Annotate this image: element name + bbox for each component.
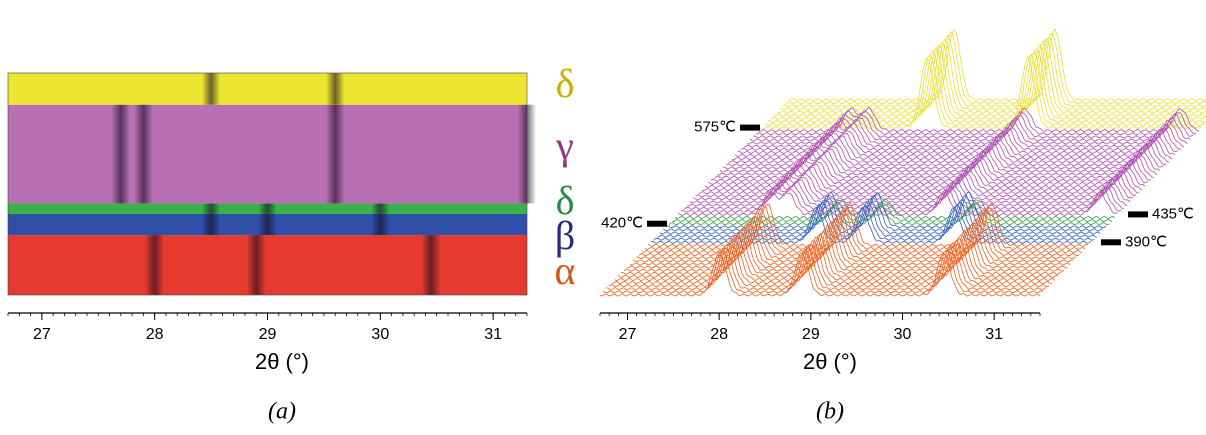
pattern-curve xyxy=(626,223,1068,269)
phase-band xyxy=(8,104,527,204)
x-axis-label: 2θ (°) xyxy=(803,349,857,374)
x-axis-label: 2θ (°) xyxy=(255,349,309,374)
caption: (b) xyxy=(816,399,844,425)
pattern-curve xyxy=(728,137,1170,164)
peak-streak xyxy=(247,235,266,295)
peak-streak xyxy=(258,203,277,214)
pattern-curve xyxy=(687,181,1128,207)
x-tick-label: 30 xyxy=(371,326,389,343)
map-frame xyxy=(7,72,528,296)
caption: (a) xyxy=(268,399,296,425)
peak-streak xyxy=(371,203,390,214)
phase-label: β xyxy=(555,213,575,258)
pattern-curve xyxy=(614,236,1056,282)
peak-streak xyxy=(258,213,277,236)
peak-streak xyxy=(145,235,164,295)
pattern-curve xyxy=(611,238,1053,285)
pattern-curve xyxy=(671,201,1113,223)
peak-streak xyxy=(371,213,390,236)
pattern-curve xyxy=(761,55,1203,130)
pattern-curve xyxy=(713,153,1155,179)
pattern-curve xyxy=(719,147,1161,173)
peak-streak xyxy=(422,235,441,295)
pattern-curve xyxy=(629,220,1071,266)
x-tick-label: 31 xyxy=(484,326,502,343)
pattern-curve xyxy=(677,190,1119,217)
pattern-curve xyxy=(755,109,1197,136)
pattern-curve xyxy=(773,44,1206,117)
pattern-curve xyxy=(770,46,1206,120)
pattern-curve xyxy=(776,39,1206,114)
temperature-marker xyxy=(1101,239,1121,246)
peak-streak xyxy=(326,73,345,105)
pattern-curve xyxy=(782,34,1206,108)
pattern-curve xyxy=(725,140,1167,167)
pattern-curve xyxy=(599,251,1041,297)
pattern-curve xyxy=(743,122,1185,148)
pattern-curve xyxy=(749,116,1191,142)
pattern-curve xyxy=(623,227,1065,272)
x-tick-label: 31 xyxy=(985,326,1003,343)
temperature-label: 420℃ xyxy=(601,215,643,232)
pattern-curve xyxy=(621,229,1062,275)
peak-streak xyxy=(202,213,221,236)
phase-band xyxy=(8,235,527,295)
x-tick-label: 27 xyxy=(619,326,637,343)
temperature-label: 575℃ xyxy=(694,119,736,136)
pattern-curve xyxy=(650,206,1092,244)
phase-band xyxy=(8,73,527,105)
pattern-curve xyxy=(758,106,1200,133)
temperature-marker xyxy=(1128,211,1148,218)
pattern-curve xyxy=(710,156,1152,182)
pattern-curve xyxy=(659,198,1101,235)
temperature-label: 390℃ xyxy=(1125,233,1167,250)
pattern-curve xyxy=(617,232,1059,279)
pattern-curve xyxy=(785,30,1206,105)
x-tick-label: 28 xyxy=(710,326,728,343)
phase-label: α xyxy=(555,248,576,293)
pattern-curve xyxy=(605,245,1047,291)
temperature-marker xyxy=(740,124,760,131)
peak-streak xyxy=(202,73,221,105)
pattern-curve xyxy=(680,187,1122,213)
pattern-curve xyxy=(764,53,1206,127)
pattern-curve xyxy=(740,125,1182,151)
pattern-curve xyxy=(653,203,1095,241)
pattern-curve xyxy=(734,131,1176,158)
pattern-curve xyxy=(674,198,1116,220)
peak-streak xyxy=(111,104,130,204)
peak-streak xyxy=(202,203,221,214)
pattern-curve xyxy=(788,28,1206,102)
pattern-curve xyxy=(656,201,1098,238)
peak-streak xyxy=(134,104,153,204)
temperature-label: 435℃ xyxy=(1152,205,1194,222)
x-tick-label: 27 xyxy=(33,326,51,343)
phase-label: δ xyxy=(556,61,575,106)
pattern-curve xyxy=(608,242,1050,288)
x-tick-label: 28 xyxy=(146,326,164,343)
pattern-curve xyxy=(647,201,1088,248)
pattern-curve xyxy=(695,172,1137,198)
pattern-curve xyxy=(698,168,1140,195)
pattern-curve xyxy=(662,194,1104,232)
curves xyxy=(599,28,1206,297)
x-tick-label: 29 xyxy=(259,326,277,343)
pattern-curve xyxy=(632,217,1074,263)
pattern-curve xyxy=(668,204,1110,226)
pattern-curve xyxy=(665,191,1107,229)
peak-streak xyxy=(326,104,345,204)
phase-label: γ xyxy=(555,123,574,168)
pattern-curve xyxy=(602,248,1044,294)
temperature-marker xyxy=(647,220,667,227)
x-tick-label: 30 xyxy=(894,326,912,343)
pattern-curve xyxy=(644,205,1086,251)
phase-label: δ xyxy=(556,178,575,223)
pattern-curve xyxy=(683,184,1124,210)
x-tick-label: 29 xyxy=(802,326,820,343)
pattern-curve xyxy=(641,207,1083,254)
pattern-curve xyxy=(638,211,1080,257)
pattern-curve xyxy=(635,214,1077,260)
